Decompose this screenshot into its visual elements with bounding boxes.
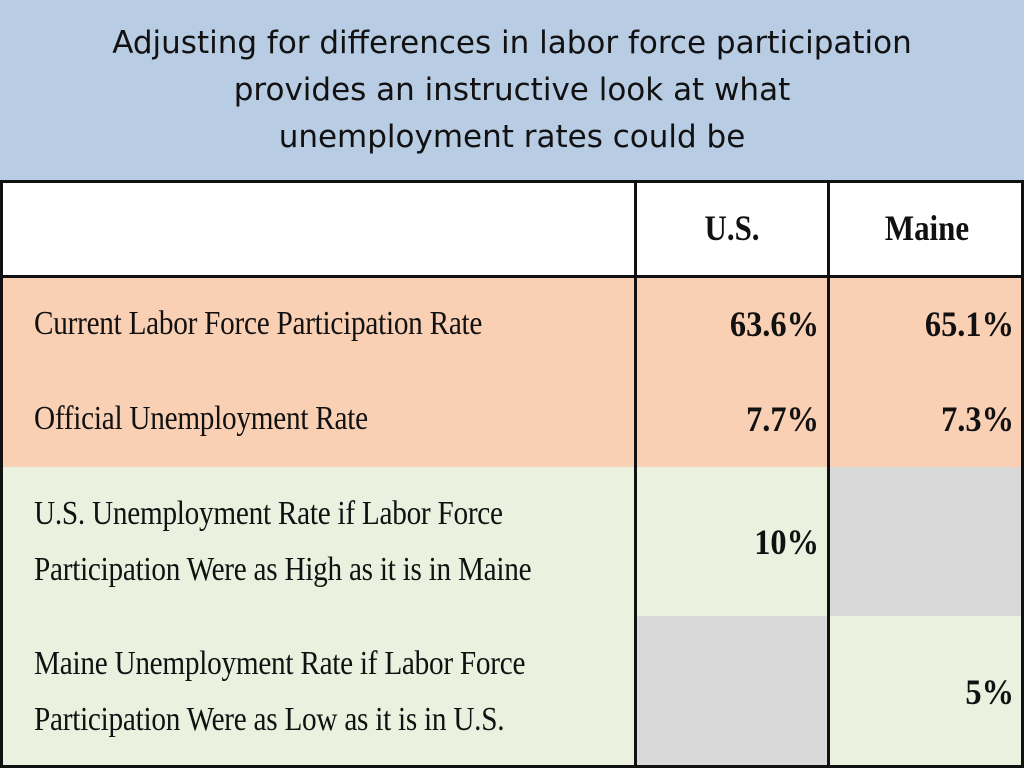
row-maine-adjusted-label-line-1: Maine Unemployment Rate if Labor Force [34, 645, 526, 682]
header-bottom-border [0, 275, 1024, 278]
row-participation-us-value: 63.6% [729, 303, 819, 344]
slide-title: Adjusting for differences in labor force… [0, 0, 1024, 180]
row-official-label-cell: Official Unemployment Rate [0, 371, 636, 467]
title-line-2: provides an instructive look at what [233, 71, 791, 108]
row-us-adjusted-label-line-1: U.S. Unemployment Rate if Labor Force [34, 494, 503, 532]
title-line-1: Adjusting for differences in labor force… [112, 24, 912, 61]
header-us-cell: U.S. [636, 180, 829, 276]
row-official-us-cell: 7.7% [636, 371, 829, 467]
row-maine-adjusted-us-cell [636, 616, 829, 768]
table-top-border [0, 180, 1024, 183]
table-left-border [0, 180, 3, 768]
table-right-border [1021, 180, 1024, 768]
row-participation-label: Current Labor Force Participation Rate [34, 304, 483, 342]
header-blank-cell [0, 180, 636, 276]
row-official-us-value: 7.7% [746, 399, 819, 439]
row-maine-adjusted-maine-value: 5% [965, 672, 1014, 712]
table-bottom-border [0, 765, 1024, 768]
row-maine-adjusted-label-line-2: Participation Were as Low as it is in U.… [34, 701, 505, 738]
header-maine-cell: Maine [829, 180, 1024, 276]
row-maine-adjusted-maine-cell: 5% [829, 616, 1024, 768]
row-participation-maine-cell: 65.1% [829, 276, 1024, 371]
row-maine-adjusted-label-cell: Maine Unemployment Rate if Labor Force P… [0, 616, 636, 768]
header-maine-label: Maine [884, 208, 969, 248]
row-participation-maine-value: 65.1% [924, 303, 1014, 344]
row-official-maine-cell: 7.3% [829, 371, 1024, 467]
header-us-label: U.S. [704, 208, 761, 248]
row-us-adjusted-label-cell: U.S. Unemployment Rate if Labor Force Pa… [0, 467, 636, 616]
row-us-adjusted-label-line-2: Participation Were as High as it is in M… [34, 550, 532, 588]
row-official-label: Official Unemployment Rate [34, 400, 368, 437]
row-us-adjusted-us-cell: 10% [636, 467, 829, 616]
row-participation-us-cell: 63.6% [636, 276, 829, 371]
row-official-maine-value: 7.3% [941, 399, 1014, 439]
title-line-3: unemployment rates could be [278, 118, 746, 155]
column-divider-1 [634, 180, 637, 768]
row-us-adjusted-us-value: 10% [754, 521, 819, 562]
comparison-table: U.S. Maine Current Labor Force Participa… [0, 180, 1024, 768]
row-us-adjusted-maine-cell [829, 467, 1024, 616]
column-divider-2 [827, 180, 830, 768]
row-participation-label-cell: Current Labor Force Participation Rate [0, 276, 636, 371]
